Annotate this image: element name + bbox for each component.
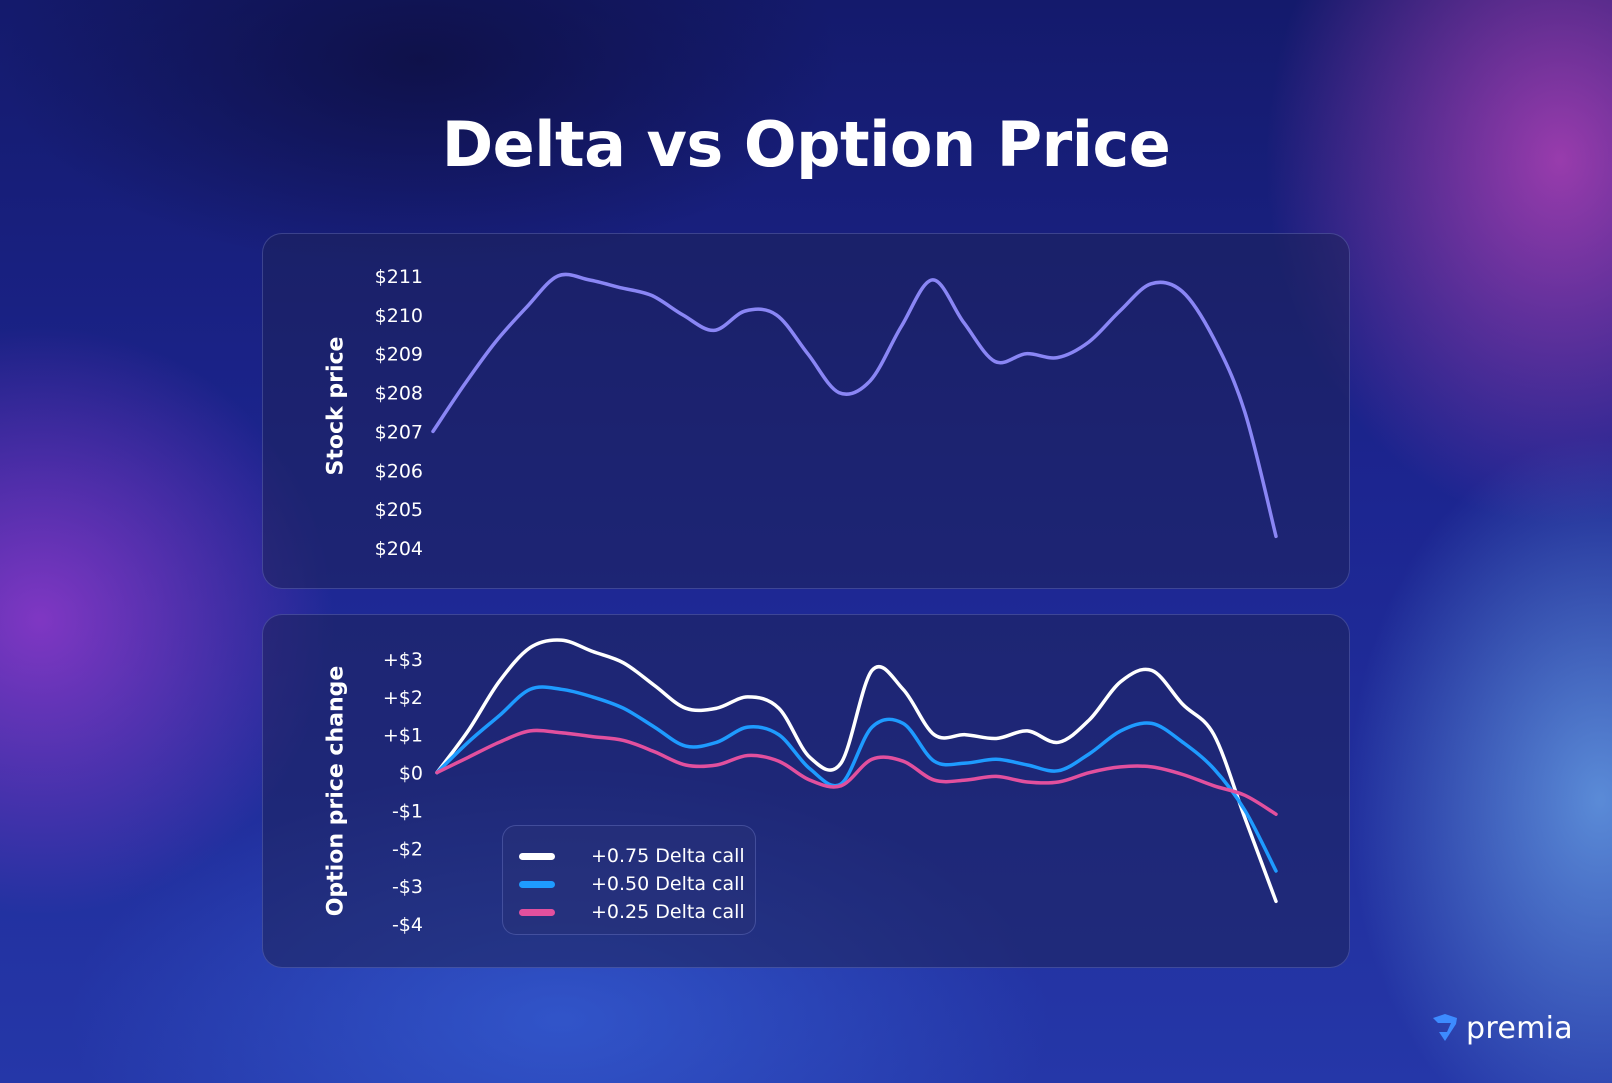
brand-name: premia <box>1466 1010 1573 1046</box>
legend-swatch-delta-075 <box>519 852 555 860</box>
series-line-stock-price <box>431 272 1278 539</box>
y-tick-label: -$4 <box>392 914 423 936</box>
y-tick-label: $208 <box>375 383 423 405</box>
legend-swatch-delta-025 <box>519 908 555 916</box>
y-tick-label: +$2 <box>383 687 423 709</box>
stock-price-chart: $211 $210 $209 $208 $207 $206 $205 $204 <box>375 266 1278 560</box>
legend-item-delta-050: +0.50 Delta call <box>519 872 745 896</box>
legend-item-delta-075: +0.75 Delta call <box>519 844 745 868</box>
option-price-chart: +$3 +$2 +$1 $0 -$1 -$2 -$3 -$4 <box>383 638 1278 936</box>
brand: premia <box>1430 1008 1573 1048</box>
legend-label: +0.50 Delta call <box>591 873 745 895</box>
y-tick-label: +$3 <box>383 649 423 671</box>
series-line-0-25-delta-call <box>435 728 1278 816</box>
series-line-0-75-delta-call <box>435 638 1278 904</box>
legend-label: +0.75 Delta call <box>591 845 745 867</box>
y-tick-label: +$1 <box>383 725 423 747</box>
y-tick-label: -$2 <box>392 838 423 860</box>
y-tick-label: $209 <box>375 344 423 366</box>
chart-title: Delta vs Option Price <box>441 108 1171 181</box>
premia-logo-icon <box>1433 1014 1457 1041</box>
option-price-panel: Option price change +$3 +$2 +$1 $0 -$1 -$2 -$3… <box>262 614 1350 968</box>
y-tick-label: $207 <box>375 421 423 443</box>
legend-item-delta-025: +0.25 Delta call <box>519 900 745 924</box>
y-tick-label: $206 <box>375 460 423 482</box>
legend-swatch-delta-050 <box>519 880 555 888</box>
y-tick-label: -$1 <box>392 800 423 822</box>
legend-label: +0.25 Delta call <box>591 901 745 923</box>
y-tick-label: $0 <box>399 763 423 785</box>
stock-price-panel: Stock price $211 $210 $209 $208 $207 $206 $205… <box>262 233 1350 589</box>
series-line-0-50-delta-call <box>435 685 1278 873</box>
y-tick-label: $210 <box>375 305 423 327</box>
y-tick-label: -$3 <box>392 876 423 898</box>
y-tick-label: $205 <box>375 499 423 521</box>
y-tick-label: $211 <box>375 266 423 288</box>
legend: +0.75 Delta call +0.50 Delta call +0.25 … <box>502 825 756 935</box>
y-tick-label: $204 <box>375 538 423 560</box>
